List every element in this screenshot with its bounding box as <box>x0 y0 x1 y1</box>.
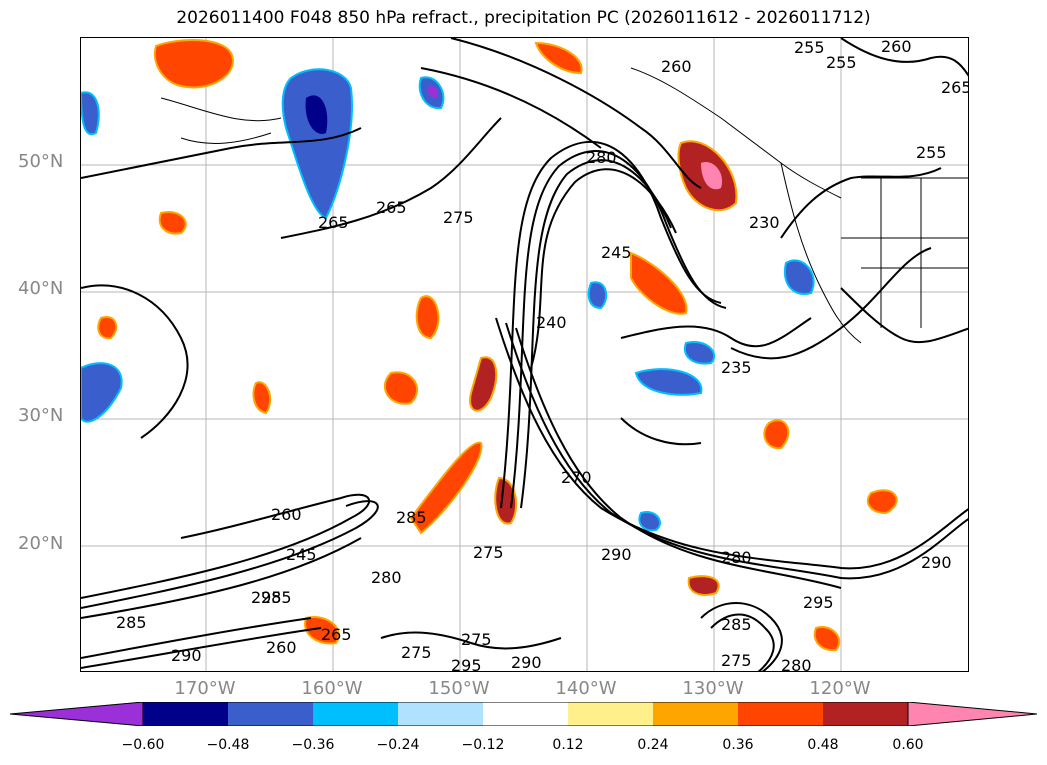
contour-label: 265 <box>376 198 407 217</box>
contour-label: 275 <box>443 208 474 227</box>
contour-label: 245 <box>601 243 632 262</box>
colorbar <box>10 702 1037 726</box>
precip-positive-areas <box>97 39 898 652</box>
contour-label: 280 <box>586 148 617 167</box>
contour-label: 285 <box>396 508 427 527</box>
lat-label-40n: 40°N <box>18 278 64 299</box>
contour-label: 260 <box>271 505 302 524</box>
contour-label: 285 <box>261 588 292 607</box>
contour-label: 240 <box>536 313 567 332</box>
colorbar-segment <box>653 702 738 726</box>
contour-label: 290 <box>511 653 542 672</box>
colorbar-tick-label: −0.12 <box>461 737 505 753</box>
colorbar-tick-label: −0.60 <box>121 737 165 753</box>
contour-label: 295 <box>451 656 482 672</box>
contour-label: 275 <box>721 651 752 670</box>
contour-label: 280 <box>781 656 812 672</box>
colorbar-segment <box>228 702 313 726</box>
colorbar-tick-label: −0.24 <box>376 737 420 753</box>
contour-label: 260 <box>881 38 912 56</box>
lon-label-120w: 120°W <box>809 678 871 699</box>
contour-label: 285 <box>721 615 752 634</box>
colorbar-tick-label: 0.36 <box>722 737 754 753</box>
contour-label: 265 <box>318 213 349 232</box>
contour-label: 275 <box>401 643 432 662</box>
coastline <box>160 67 968 344</box>
colorbar-segment <box>313 702 398 726</box>
colorbar-segment <box>823 702 908 726</box>
colorbar-tick-label: 0.12 <box>552 737 584 753</box>
colorbar-tick-label: 0.60 <box>892 737 924 753</box>
lat-label-50n: 50°N <box>18 151 64 172</box>
contour-label: 245 <box>286 545 317 564</box>
lat-label-30n: 30°N <box>18 405 64 426</box>
contour-label: 265 <box>321 625 352 644</box>
lat-label-20n: 20°N <box>18 533 64 554</box>
colorbar-tick-label: 0.48 <box>807 737 839 753</box>
contour-label: 260 <box>661 57 692 76</box>
contour-label: 290 <box>171 646 202 665</box>
contour-label: 280 <box>721 548 752 567</box>
map-title: 2026011400 F048 850 hPa refract., precip… <box>176 8 871 28</box>
map-panel: 255 255 260 265 260 255 280 265 265 275 … <box>80 37 969 672</box>
colorbar-segment <box>907 702 1037 726</box>
contour-label: 295 <box>251 588 282 607</box>
map-canvas: 255 255 260 265 260 255 280 265 265 275 … <box>81 38 969 672</box>
contour-label: 275 <box>461 630 492 649</box>
contour-label: 260 <box>266 638 297 657</box>
colorbar-tick-label: −0.36 <box>291 737 335 753</box>
contour-label: 235 <box>721 358 752 377</box>
contour-label: 290 <box>921 553 952 572</box>
lon-label-150w: 150°W <box>428 678 490 699</box>
contour-label: 230 <box>749 213 780 232</box>
lon-label-160w: 160°W <box>301 678 363 699</box>
lon-label-140w: 140°W <box>555 678 617 699</box>
colorbar-segment <box>568 702 653 726</box>
contour-label: 255 <box>916 143 947 162</box>
colorbar-segment <box>483 702 568 726</box>
colorbar-tick-label: −0.48 <box>206 737 250 753</box>
refractivity-contours <box>81 38 968 671</box>
colorbar-segment <box>143 702 228 726</box>
lon-label-170w: 170°W <box>174 678 236 699</box>
contour-label: 255 <box>826 53 857 72</box>
lon-label-130w: 130°W <box>682 678 744 699</box>
contour-label: 275 <box>473 543 504 562</box>
contour-label: 285 <box>116 613 147 632</box>
colorbar-segment <box>738 702 823 726</box>
contour-label: 270 <box>561 468 592 487</box>
contour-label: 290 <box>601 545 632 564</box>
colorbar-segment <box>398 702 483 726</box>
contour-label: 280 <box>371 568 402 587</box>
colorbar-segment <box>10 702 144 726</box>
contour-label: 265 <box>941 78 969 97</box>
contour-label: 295 <box>803 593 834 612</box>
colorbar-tick-label: 0.24 <box>637 737 669 753</box>
precip-negative-areas <box>81 68 815 532</box>
contour-label: 255 <box>794 38 825 57</box>
contour-labels: 255 255 260 265 260 255 280 265 265 275 … <box>116 38 969 672</box>
